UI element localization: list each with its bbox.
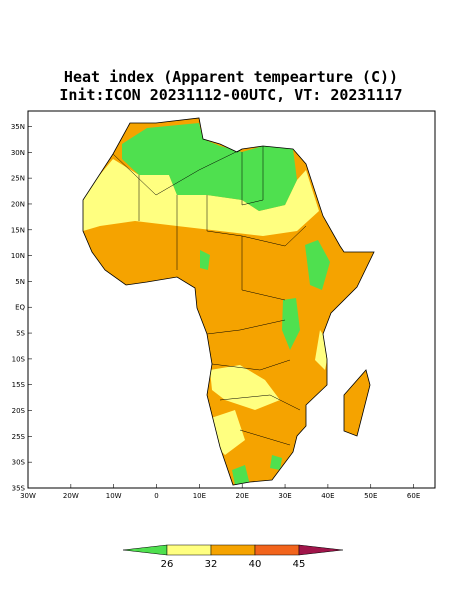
x-tick-label: 20E <box>236 492 249 500</box>
y-tick-label: 30N <box>11 149 25 157</box>
colorbar-segment <box>210 544 256 556</box>
y-tick-label: 20N <box>11 200 25 208</box>
colorbar-label: 26 <box>161 559 174 570</box>
colorbar-label: 32 <box>205 559 218 570</box>
region-green <box>200 240 330 485</box>
colorbar-end <box>298 544 344 556</box>
y-tick-label: 10N <box>11 252 25 260</box>
colorbar-segment <box>254 544 300 556</box>
colorbar-end <box>122 544 168 556</box>
x-tick-label: 50E <box>364 492 377 500</box>
x-tick-label: 0 <box>154 492 158 500</box>
y-tick-label: 15S <box>12 381 26 389</box>
madagascar <box>343 369 371 437</box>
x-tick-label: 30W <box>20 492 36 500</box>
y-tick-label: 30S <box>12 459 26 467</box>
region-green <box>122 123 297 211</box>
region-yellow <box>205 330 330 455</box>
x-tick-label: 30E <box>278 492 291 500</box>
y-tick-label: 10S <box>12 355 26 363</box>
y-tick-label: 25N <box>11 175 25 183</box>
y-tick-label: 15N <box>11 226 25 234</box>
y-tick-label: 5N <box>15 278 25 286</box>
map-title: Heat index (Apparent tempearture (C)) <box>64 68 398 86</box>
y-tick-label: 25S <box>12 433 26 441</box>
x-tick-label: 20W <box>63 492 79 500</box>
map-subtitle: Init:ICON 20231112-00UTC, VT: 20231117 <box>59 86 402 104</box>
colorbar-segment <box>166 544 212 556</box>
country-borders <box>112 146 307 446</box>
colorbar-label: 40 <box>249 559 262 570</box>
y-tick-label: 35N <box>11 123 25 131</box>
colorbar-label: 45 <box>293 559 306 570</box>
y-tick-label: EQ <box>15 304 25 312</box>
y-tick-label: 35S <box>12 485 26 493</box>
y-tick-label: 20S <box>12 407 26 415</box>
y-tick-label: 5S <box>16 330 25 338</box>
x-tick-label: 10W <box>106 492 122 500</box>
x-tick-label: 10E <box>193 492 206 500</box>
region-yellow <box>83 159 319 236</box>
coastline <box>82 117 375 486</box>
x-tick-label: 40E <box>321 492 334 500</box>
x-tick-label: 60E <box>407 492 420 500</box>
